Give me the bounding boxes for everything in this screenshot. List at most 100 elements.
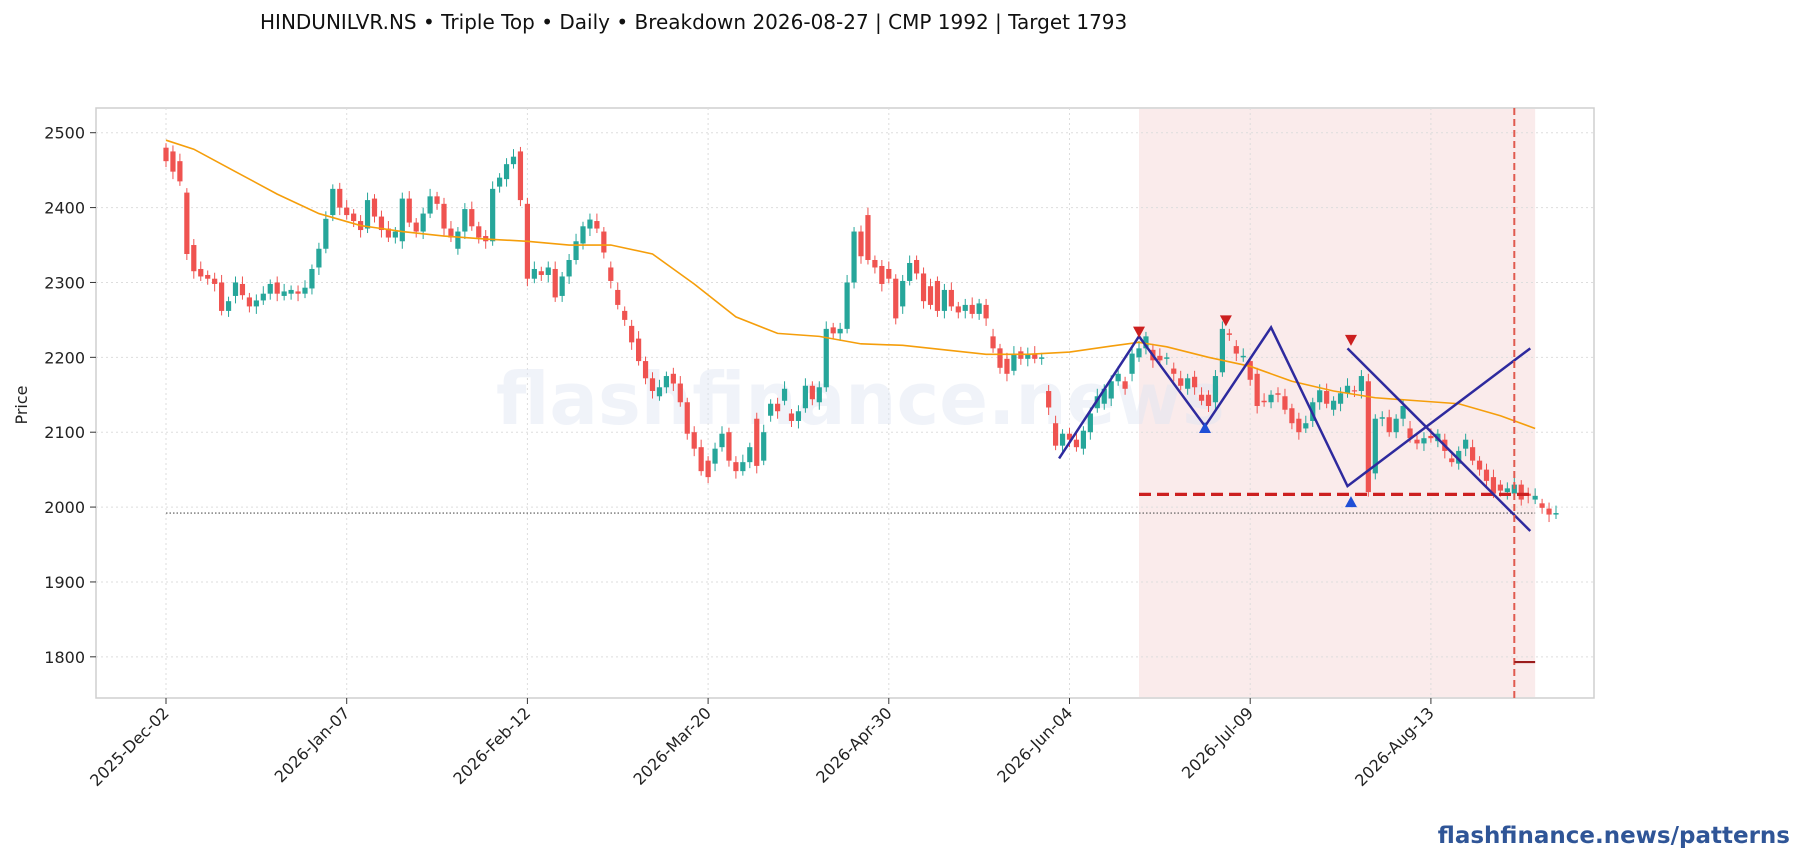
candle-body <box>1456 450 1462 464</box>
y-tick-label: 2000 <box>44 498 85 517</box>
pattern-zone <box>1139 109 1536 697</box>
candle-body <box>747 447 753 463</box>
candle-body <box>622 310 628 320</box>
candle-body <box>823 328 829 388</box>
candle-body <box>1463 439 1469 449</box>
candle-body <box>351 213 357 222</box>
candle-body <box>1275 393 1281 395</box>
watermark-layer: flashfinance.news <box>496 357 1225 441</box>
candle-body <box>1296 418 1302 433</box>
candle-body <box>1129 353 1135 374</box>
candle-body <box>434 196 440 204</box>
candle-body <box>177 161 183 182</box>
trough-marker <box>1344 496 1357 508</box>
candle-body <box>997 348 1003 368</box>
candle-body <box>1247 361 1253 380</box>
candle-body <box>1164 357 1170 359</box>
candle-body <box>1198 394 1205 401</box>
candle-body <box>837 328 843 334</box>
candle-body <box>170 151 176 172</box>
candle-body <box>768 403 774 416</box>
candle-body <box>795 411 802 421</box>
candle-body <box>295 291 301 294</box>
x-tick-label: 2026-Feb-12 <box>449 703 534 788</box>
candle-body <box>927 286 934 305</box>
candle-body <box>330 188 336 216</box>
x-tick-label: 2026-Jan-07 <box>271 703 354 786</box>
candle-body <box>1011 353 1017 371</box>
y-tick-label: 2500 <box>44 124 85 143</box>
candle-body <box>1289 408 1295 424</box>
candle-body <box>1365 381 1371 493</box>
candle-body <box>636 338 642 362</box>
candle-body <box>1303 423 1309 429</box>
candle-body <box>538 271 544 275</box>
candle-body <box>580 226 586 244</box>
candle-body <box>260 293 266 301</box>
overlays <box>165 108 1536 698</box>
candle-body <box>267 283 273 294</box>
candle-body <box>865 215 871 260</box>
candle-body <box>1337 393 1344 404</box>
grid <box>96 108 1594 698</box>
candle-body <box>337 188 343 208</box>
candle-body <box>239 283 246 296</box>
candle-body <box>781 388 788 401</box>
pattern-zone-layer <box>1139 109 1536 697</box>
candle-body <box>163 147 169 162</box>
candle-body <box>1372 418 1378 474</box>
candle-body <box>851 231 857 283</box>
candle-body <box>225 301 232 311</box>
candle-body <box>879 265 885 284</box>
candle-body <box>914 259 920 274</box>
candle-body <box>1414 439 1420 444</box>
candle-body <box>205 274 211 279</box>
candle-body <box>907 262 913 281</box>
candle-body <box>1358 376 1364 392</box>
candle-body <box>642 361 649 379</box>
candle-body <box>316 248 322 268</box>
candle-body <box>427 196 433 214</box>
y-axis: 1800 1900 2000 2100 2200 2300 2400 2500 <box>44 124 96 667</box>
candle-body <box>1324 391 1330 404</box>
candle-body <box>1233 346 1239 354</box>
candle-body <box>691 432 697 449</box>
candle-body <box>1511 484 1517 494</box>
candle-body <box>392 231 398 238</box>
candle-body <box>1261 400 1267 403</box>
x-axis: 2025-Dec-02 2026-Jan-07 2026-Feb-12 2026-Ma… <box>86 698 1438 790</box>
candle-body <box>608 267 614 281</box>
watermark: flashfinance.news <box>496 357 1225 441</box>
brand-footer[interactable]: flashfinance.news/patterns <box>1438 823 1790 849</box>
candle-body <box>1428 435 1434 439</box>
y-tick-label: 2300 <box>44 273 85 292</box>
candle-body <box>455 231 461 249</box>
candle-body <box>1393 418 1399 433</box>
candle-body <box>872 259 878 268</box>
candle-body <box>1205 394 1212 406</box>
candle-body <box>802 385 808 409</box>
candle-body <box>1546 508 1552 515</box>
candle-body <box>1268 394 1274 403</box>
candle-body <box>1226 333 1232 335</box>
candle-body <box>601 231 607 253</box>
candle-body <box>253 300 259 307</box>
candle-body <box>900 280 906 307</box>
candle-body <box>976 303 982 314</box>
candle-body <box>462 209 468 232</box>
candle-body <box>274 282 280 294</box>
candle-body <box>191 245 197 272</box>
candle-body <box>1053 423 1059 446</box>
candle-body <box>1331 400 1337 410</box>
candle-body <box>830 327 836 334</box>
candle-body <box>1483 469 1490 481</box>
candle-body <box>448 228 454 238</box>
candle-body <box>469 209 475 227</box>
candle-body <box>1171 368 1177 374</box>
candle-body <box>1504 488 1510 493</box>
y-axis-label: Price <box>12 385 31 424</box>
candle-body <box>1497 484 1503 491</box>
candle-body <box>1115 373 1121 382</box>
candle-body <box>1122 381 1128 389</box>
candle-body <box>844 282 850 329</box>
